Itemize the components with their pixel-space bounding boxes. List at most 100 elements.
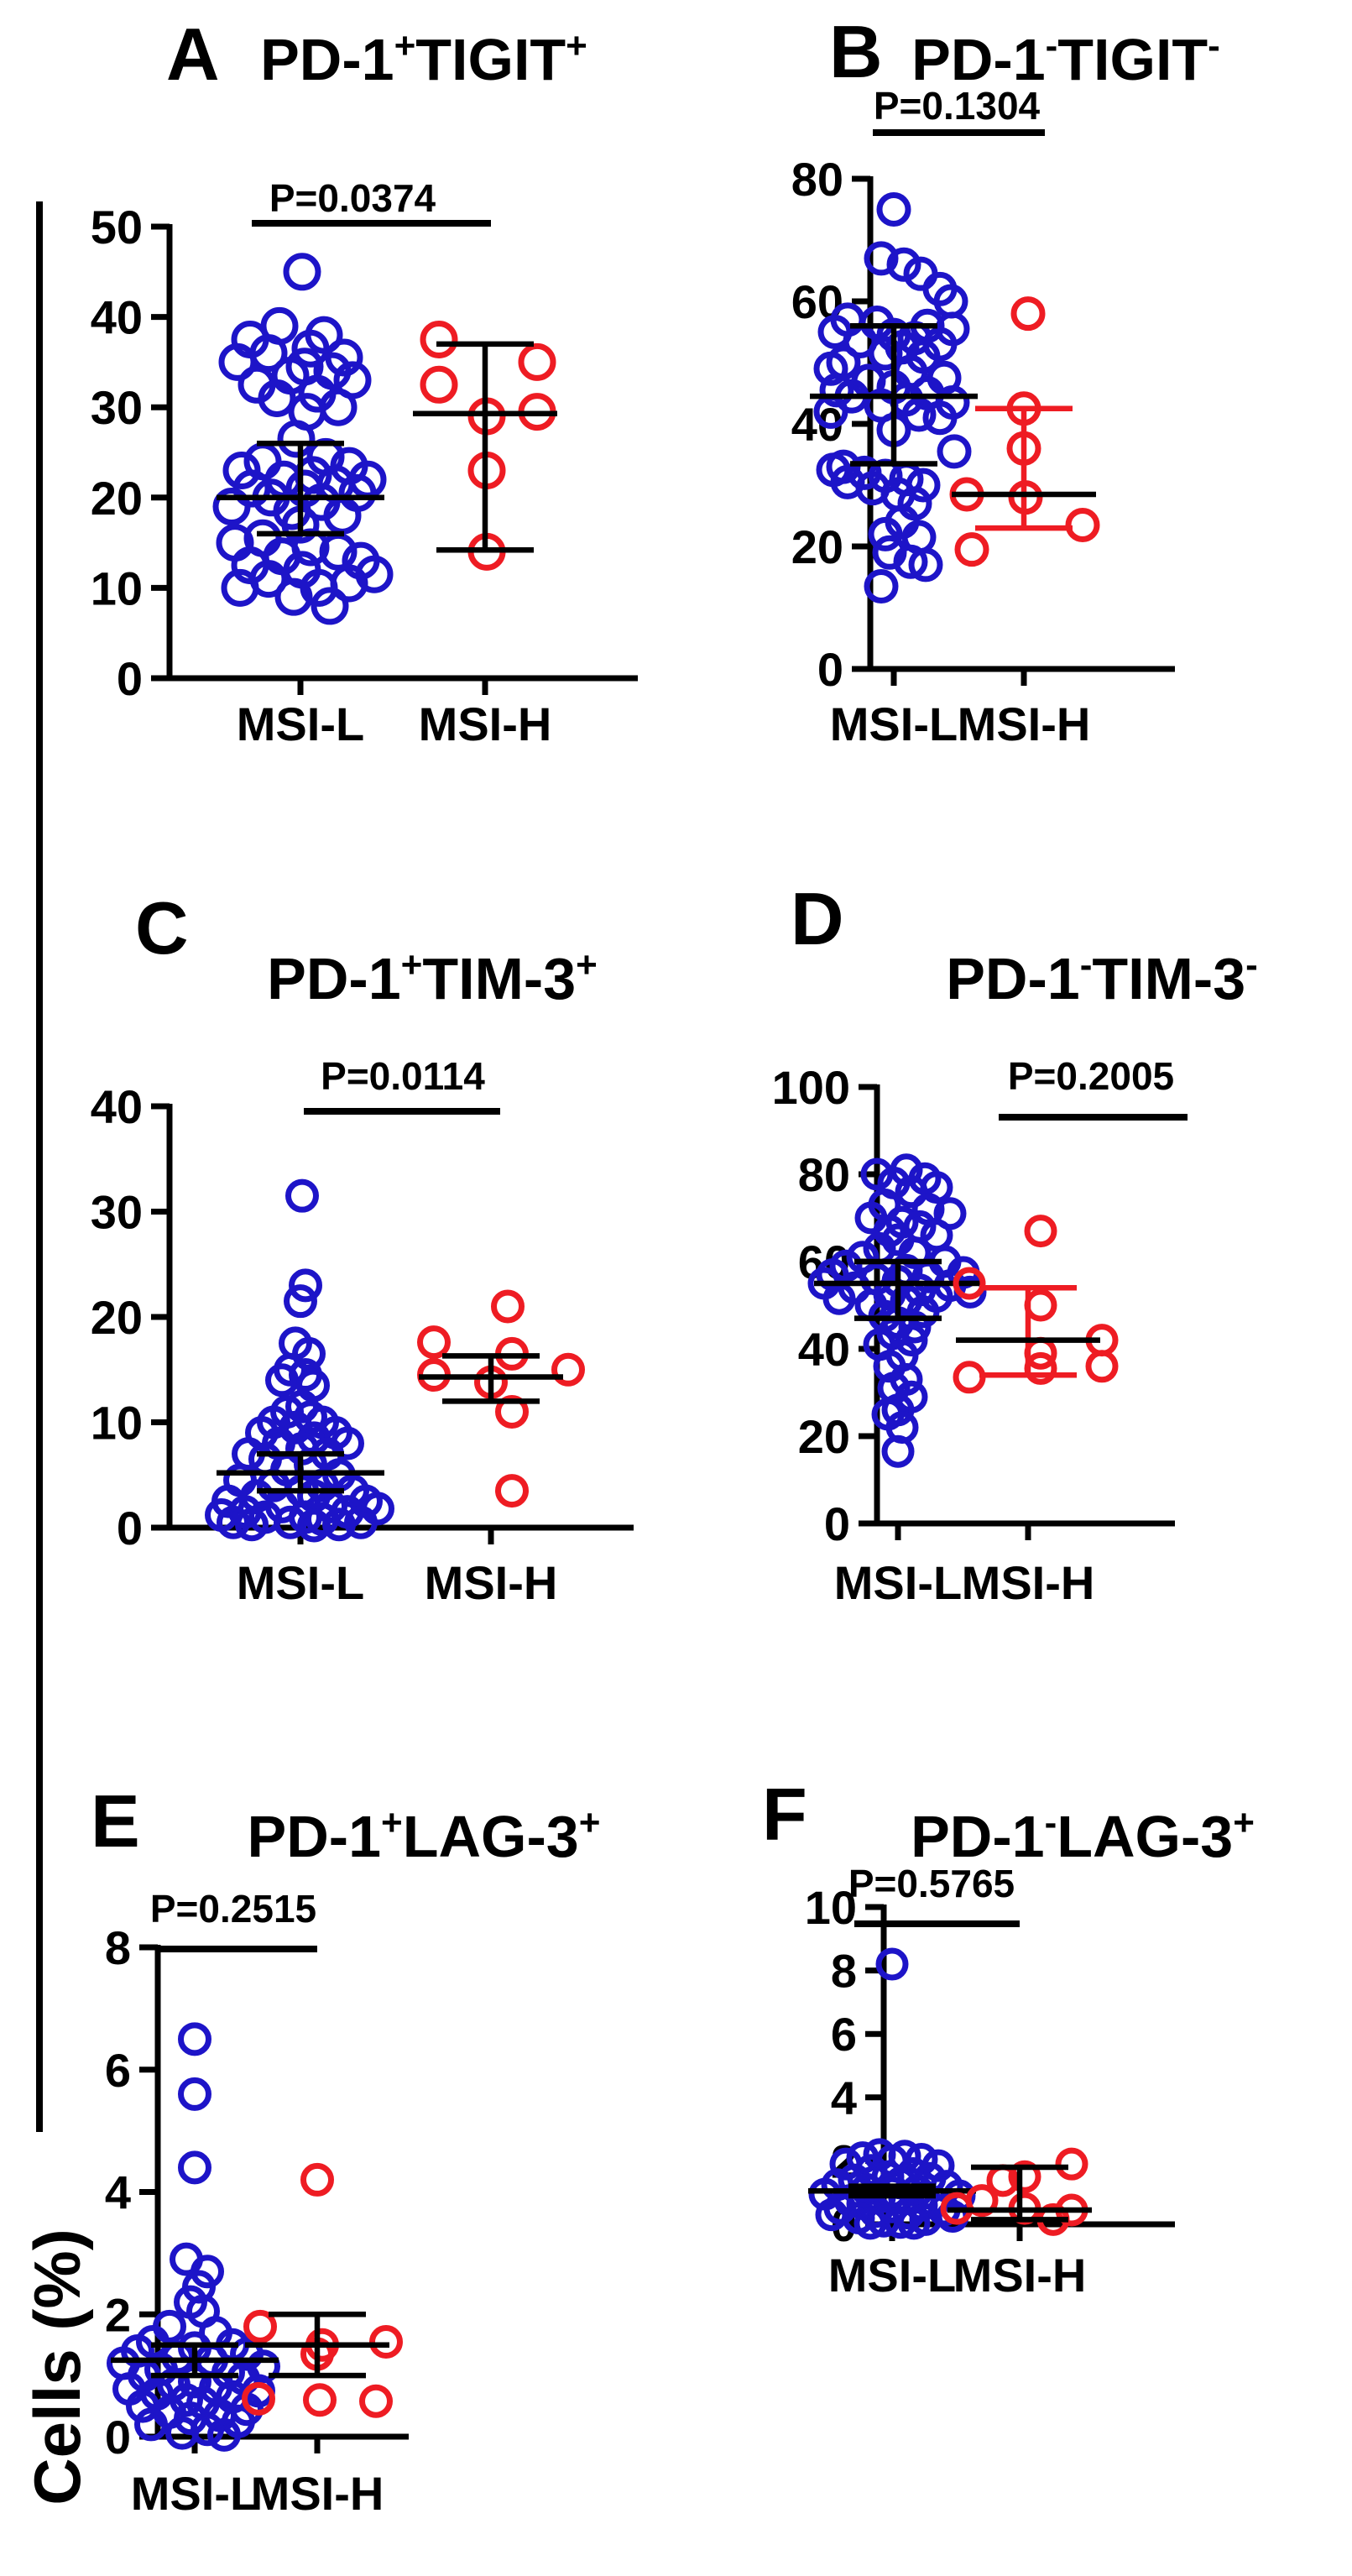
y-tick-label: 8 <box>831 1945 857 1998</box>
data-point <box>491 1289 525 1324</box>
y-tick-label: 6 <box>831 2008 857 2061</box>
data-point <box>369 2325 403 2359</box>
p-value-label: P=0.1304 <box>874 84 1041 128</box>
y-tick-label: 40 <box>91 1080 143 1133</box>
data-point <box>895 1175 928 1209</box>
y-tick-label: 0 <box>817 643 843 696</box>
panel-letter: C <box>135 886 189 969</box>
series-msi-l <box>212 253 394 625</box>
data-point <box>1010 296 1046 332</box>
y-tick-label: 4 <box>105 2166 131 2219</box>
data-point <box>420 321 458 358</box>
error-bar <box>952 405 1096 531</box>
series-msi-l <box>205 1178 394 1543</box>
y-tick-label: 0 <box>824 1497 850 1550</box>
data-point <box>908 547 943 583</box>
y-tick-label: 20 <box>791 520 843 573</box>
panel-C: C PD-1+TIM-3+ P=0.0114 0 10 20 30 40 MSI-L MSI-H <box>91 886 634 1609</box>
p-value-label: P=0.5765 <box>848 1862 1015 1905</box>
data-point <box>813 351 848 386</box>
group-label: MSI-H <box>958 698 1091 750</box>
data-point <box>881 1434 915 1468</box>
y-tick-label: 8 <box>105 1921 131 1974</box>
data-point <box>1065 507 1100 542</box>
data-point <box>1024 1215 1057 1248</box>
data-point <box>221 568 259 607</box>
group-label: MSI-L <box>830 698 958 750</box>
data-point <box>274 1505 307 1539</box>
data-point <box>954 532 989 567</box>
data-point <box>1008 2160 1041 2193</box>
panel-letter: E <box>91 1779 140 1863</box>
error-bar <box>808 2183 976 2199</box>
group-label: MSI-L <box>828 2249 956 2302</box>
error-bar <box>419 1353 563 1404</box>
y-tick-label: 0 <box>117 1502 143 1554</box>
y-tick-label: 2 <box>105 2288 131 2341</box>
data-point <box>897 2207 931 2240</box>
data-point <box>901 397 937 432</box>
data-point <box>495 1474 529 1508</box>
data-point <box>864 241 899 276</box>
panel-title: PD-1-TIGIT- <box>911 25 1220 92</box>
data-point <box>289 1500 322 1534</box>
data-point <box>867 2204 900 2238</box>
data-point <box>868 516 903 551</box>
data-point <box>876 192 911 227</box>
group-label: MSI-H <box>425 1556 558 1609</box>
error-bar <box>956 1284 1100 1378</box>
data-point <box>853 2207 887 2240</box>
series-msi-h <box>420 321 556 571</box>
y-axis-label: Cells (%) <box>20 2229 94 2505</box>
y-tick-label: 80 <box>791 153 843 206</box>
panel-title: PD-1-LAG-3+ <box>911 1802 1255 1869</box>
y-tick-label: 10 <box>91 1397 143 1450</box>
y-tick-label: 40 <box>798 1323 850 1376</box>
error-bar <box>413 341 557 553</box>
y-tick-label: 20 <box>798 1410 850 1463</box>
data-point <box>1055 2147 1088 2181</box>
data-point <box>300 2162 334 2197</box>
error-bar <box>245 2312 389 2379</box>
data-point <box>284 1284 317 1319</box>
panel-letter: A <box>166 13 220 96</box>
data-point <box>291 329 330 368</box>
y-tick-label: 10 <box>805 1881 857 1934</box>
data-point <box>274 577 313 616</box>
data-point <box>420 365 458 404</box>
data-point <box>311 587 349 625</box>
p-value-label: P=0.2005 <box>1008 1054 1174 1098</box>
data-point <box>235 1507 269 1542</box>
data-point <box>243 2309 277 2343</box>
error-bar <box>810 322 978 467</box>
panel-title: PD-1+TIGIT+ <box>260 25 587 92</box>
data-point <box>1085 1350 1119 1383</box>
data-point <box>518 342 556 381</box>
y-tick-label: 20 <box>91 472 143 525</box>
panel-title: PD-1-TIM-3- <box>946 944 1258 1011</box>
data-point <box>178 2022 211 2056</box>
data-point <box>178 2150 211 2185</box>
data-point <box>178 2077 211 2111</box>
data-point <box>289 1268 322 1303</box>
data-point <box>1024 1288 1057 1322</box>
group-label: MSI-H <box>962 1556 1095 1609</box>
panel-letter: F <box>762 1773 807 1856</box>
y-tick-label: 4 <box>831 2072 857 2124</box>
group-label: MSI-L <box>834 1556 962 1609</box>
data-point <box>134 2407 168 2442</box>
y-tick-label: 10 <box>91 562 143 614</box>
y-tick-label: 30 <box>91 381 143 434</box>
data-point <box>258 379 296 417</box>
series-msi-h <box>242 2162 403 2418</box>
y-tick-label: 0 <box>105 2411 131 2464</box>
data-point <box>875 1947 909 1981</box>
y-tick-label: 40 <box>91 291 143 344</box>
data-point <box>207 2417 241 2452</box>
error-bar <box>217 1450 384 1494</box>
data-point <box>222 452 261 490</box>
y-tick-label: 30 <box>91 1186 143 1239</box>
